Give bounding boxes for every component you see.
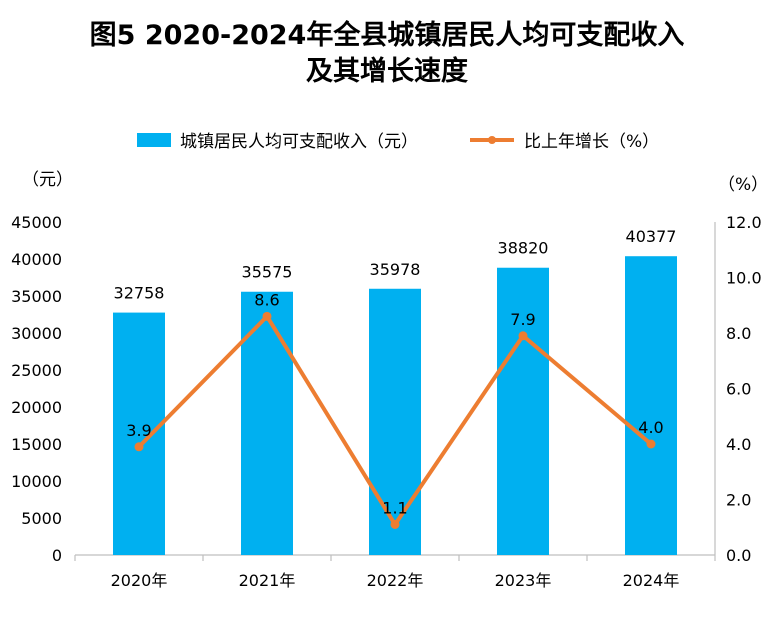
y-tick-label: 10000 — [11, 472, 62, 491]
bar-value-label: 35978 — [370, 260, 421, 279]
line-point — [518, 331, 528, 341]
bar-data-labels: 32758 35575 35978 38820 40377 — [114, 227, 677, 302]
line-value-label: 1.1 — [382, 498, 407, 517]
y2-tick-label: 6.0 — [726, 380, 751, 399]
chart-title-line1: 图5 2020-2024年全县城镇居民人均可支配收入 — [90, 19, 685, 51]
y2-axis-ticks: 0.0 2.0 4.0 6.0 8.0 10.0 12.0 — [726, 213, 762, 565]
y2-tick-label: 2.0 — [726, 491, 751, 510]
y-tick-label: 40000 — [11, 250, 62, 269]
line-value-label: 3.9 — [126, 421, 151, 440]
legend-bar-label: 城镇居民人均可支配收入（元） — [180, 132, 418, 152]
chart-title-line2: 及其增长速度 — [306, 55, 468, 87]
line-point — [134, 442, 144, 452]
bar — [369, 288, 421, 555]
x-tick-label: 2024年 — [623, 571, 680, 590]
y-tick-label: 0 — [52, 546, 62, 565]
y2-axis-unit: （%） — [718, 175, 768, 195]
bar — [625, 256, 677, 555]
y-tick-label: 35000 — [11, 287, 62, 306]
line-point — [646, 439, 656, 449]
line-point — [262, 311, 272, 321]
y-tick-label: 30000 — [11, 324, 62, 343]
x-tick-label: 2020年 — [111, 571, 168, 590]
bar — [241, 291, 293, 555]
bar-value-label: 32758 — [114, 284, 165, 303]
y-tick-label: 25000 — [11, 361, 62, 380]
y-axis-ticks: 0 5000 10000 15000 20000 25000 30000 35000 40000… — [11, 213, 62, 565]
bar — [113, 312, 165, 555]
y2-tick-label: 12.0 — [726, 213, 762, 232]
x-axis-ticks: 2020年 2021年 2022年 2023年 2024年 — [74, 555, 716, 590]
bar-series — [113, 256, 677, 555]
bar — [497, 267, 549, 555]
legend-bar-swatch — [137, 133, 171, 147]
line-series — [134, 311, 656, 529]
y2-tick-label: 8.0 — [726, 324, 751, 343]
y-tick-label: 45000 — [11, 213, 62, 232]
y2-tick-label: 0.0 — [726, 546, 751, 565]
x-tick-label: 2022年 — [367, 571, 424, 590]
x-tick-label: 2021年 — [239, 571, 296, 590]
bar-value-label: 40377 — [626, 227, 677, 246]
line-value-label: 7.9 — [510, 310, 535, 329]
legend-line-marker — [488, 136, 496, 144]
line-point — [390, 519, 400, 529]
y-axis-unit: （元） — [22, 170, 73, 190]
legend: 城镇居民人均可支配收入（元） 比上年增长（%） — [137, 132, 659, 152]
line-value-label: 8.6 — [254, 290, 279, 309]
legend-line-label: 比上年增长（%） — [524, 132, 659, 152]
y2-tick-label: 10.0 — [726, 269, 762, 288]
y2-tick-label: 4.0 — [726, 435, 751, 454]
line-data-labels: 3.9 8.6 1.1 7.9 4.0 — [126, 290, 663, 517]
y-tick-label: 5000 — [21, 509, 62, 528]
bar-value-label: 35575 — [242, 263, 293, 282]
bar-value-label: 38820 — [498, 239, 549, 258]
y-tick-label: 15000 — [11, 435, 62, 454]
y-tick-label: 20000 — [11, 398, 62, 417]
x-tick-label: 2023年 — [495, 571, 552, 590]
line-value-label: 4.0 — [638, 418, 663, 437]
